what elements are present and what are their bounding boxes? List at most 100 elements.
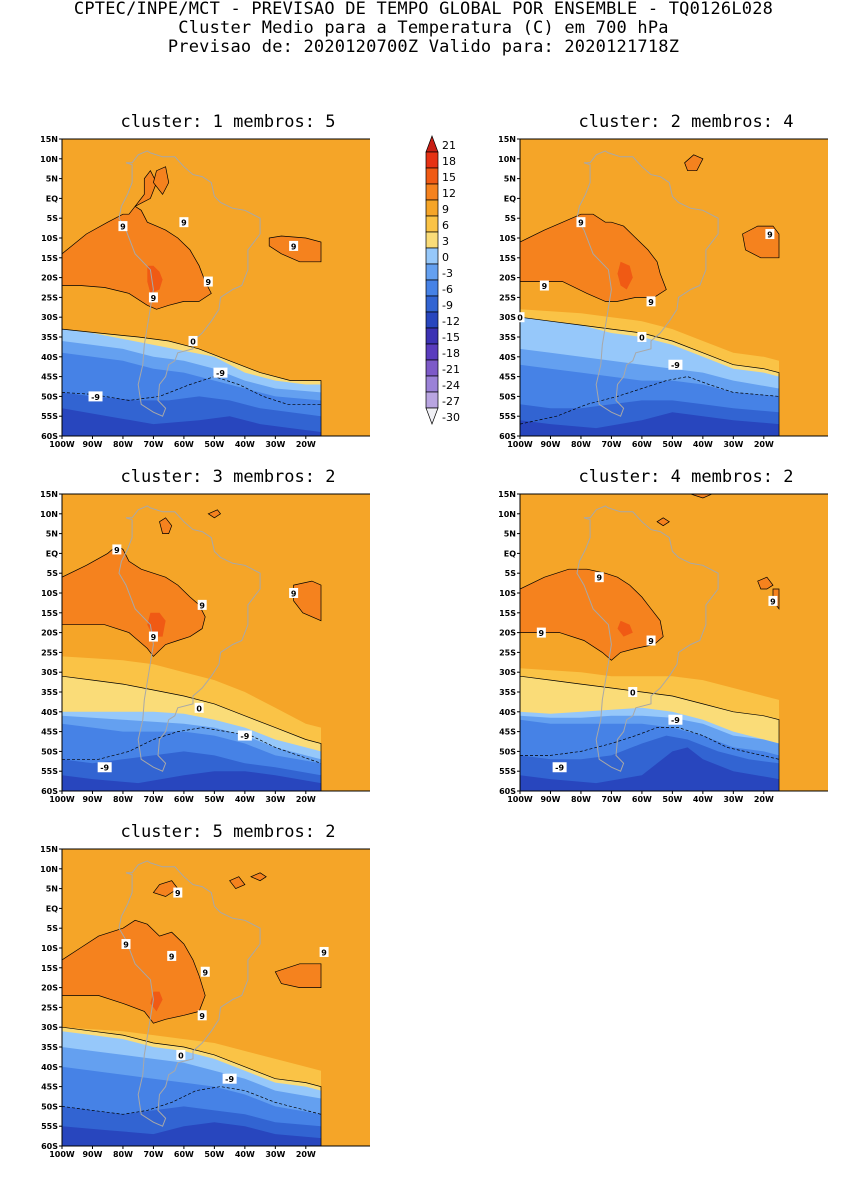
contour-label-box	[167, 950, 177, 961]
lat-tick-label: 55S	[41, 767, 58, 776]
lat-tick-label: 15S	[41, 964, 58, 973]
colorbar-segment	[425, 247, 439, 265]
lon-tick-label: 100W	[49, 440, 75, 449]
lon-tick-label: 60W	[174, 1150, 194, 1159]
contour-label-box	[289, 240, 299, 251]
lat-tick-label: 40S	[41, 708, 58, 717]
colorbar-segment	[425, 167, 439, 185]
contour-label-box	[173, 887, 183, 898]
contour-label: -9	[671, 716, 680, 725]
lon-tick-label: 50W	[204, 1150, 224, 1159]
lon-tick-label: 40W	[235, 440, 255, 449]
map-frame	[61, 493, 370, 792]
panel-title: cluster: 1 membros: 5	[120, 112, 336, 132]
map-cluster-5: 15N 10N 5N EQ 5S 10S 15S 20S 25S 30S 35S 40S 45S 50S 5…	[40, 845, 370, 1159]
lat-tick-label: 5S	[505, 214, 517, 223]
warm-core-12c	[617, 620, 633, 637]
warm-core-12c	[147, 612, 166, 637]
lat-tick-label: 20S	[41, 274, 58, 283]
lon-tick-label: 60W	[632, 440, 652, 449]
lon-tick-label: 60W	[174, 440, 194, 449]
colorbar-label: -27	[442, 395, 460, 408]
figure-header: CPTEC/INPE/MCT - PREVISAO DE TEMPO GLOBA…	[0, 0, 847, 57]
contour-label-box	[594, 572, 604, 583]
lat-tick-label: 60S	[499, 787, 516, 796]
lat-tick-label: 10S	[499, 589, 516, 598]
zero-isotherm	[62, 1026, 322, 1146]
lon-tick-label: 20W	[296, 1150, 316, 1159]
contour-label: -9	[100, 764, 109, 773]
colorbar-label: -6	[442, 283, 453, 296]
lon-tick-label: 40W	[693, 795, 713, 804]
lat-tick-label: 35S	[41, 688, 58, 697]
contour-label: 9	[120, 223, 126, 232]
colorbar-label: 18	[442, 155, 456, 168]
lat-tick-label: 20S	[499, 629, 516, 638]
zero-isotherm	[62, 675, 322, 791]
contour-label: 0	[178, 1051, 184, 1060]
contour-label-box	[637, 332, 647, 342]
warm-core-12c	[617, 261, 633, 290]
contour-label: 9	[123, 941, 129, 950]
warm-patch	[207, 509, 222, 519]
contour-label: 9	[199, 601, 205, 610]
colorbar-label: 15	[442, 171, 456, 184]
contour-label-box	[515, 312, 525, 323]
lat-tick-label: 25S	[499, 648, 516, 657]
isotherm-minus-9	[520, 727, 780, 760]
colorbar-label: 0	[442, 251, 449, 264]
colorbar-label: -30	[442, 411, 460, 424]
lon-tick-label: 80W	[113, 1150, 133, 1159]
map-cluster-1: 15N 10N 5N EQ 5S 10S 15S 20S 25S 30S 35S 40S 45S 50S 5…	[40, 135, 370, 449]
lat-tick-label: 40S	[499, 353, 516, 362]
colorbar-label: -15	[442, 331, 460, 344]
contour-label: -9	[91, 393, 100, 402]
lat-tick-label: 10N	[40, 865, 58, 874]
lon-tick-label: 30W	[265, 1150, 285, 1159]
contour-label-box	[121, 939, 131, 950]
lat-tick-label: 50S	[41, 1102, 58, 1111]
contour-label: 9	[291, 242, 297, 251]
colorbar-segment	[425, 263, 439, 281]
lon-tick-label: 40W	[693, 440, 713, 449]
warm-patch	[152, 880, 179, 897]
contour-label-box	[289, 588, 299, 598]
lat-tick-label: 45S	[41, 728, 58, 737]
contour-label: 9	[175, 889, 181, 898]
zero-isotherm	[520, 316, 780, 436]
lat-tick-label: 40S	[41, 1063, 58, 1072]
lat-tick-label: 15N	[498, 135, 516, 144]
contour-label-box	[112, 544, 122, 555]
map-frame	[519, 138, 828, 437]
lat-tick-label: 15N	[40, 490, 58, 499]
isotherm-minus-9	[62, 727, 322, 764]
lon-tick-label: 100W	[49, 1150, 75, 1159]
lon-tick-label: 80W	[571, 795, 591, 804]
contour-label-box	[148, 292, 158, 303]
lon-tick-label: 90W	[82, 795, 102, 804]
map-cluster-2: 15N 10N 5N EQ 5S 10S 15S 20S 25S 30S 35S 40S 45S 50S 5…	[498, 135, 828, 449]
map-frame	[61, 848, 370, 1147]
lat-tick-label: 30S	[499, 668, 516, 677]
lon-tick-label: 70W	[601, 795, 621, 804]
lat-tick-label: 30S	[41, 313, 58, 322]
contour-label-box	[194, 702, 204, 713]
lon-tick-label: 90W	[540, 795, 560, 804]
contour-label-box	[646, 296, 656, 307]
lat-tick-label: 20S	[41, 629, 58, 638]
lat-tick-label: 60S	[41, 432, 58, 441]
warm-patch	[293, 580, 322, 622]
lon-tick-label: 90W	[540, 440, 560, 449]
contour-label: 9	[202, 968, 208, 977]
contour-label-box	[118, 221, 128, 232]
lat-tick-label: EQ	[504, 194, 516, 203]
contour-label-box	[668, 714, 683, 725]
contour-label: 9	[770, 597, 776, 606]
contour-label-box	[88, 391, 103, 402]
lon-tick-label: 100W	[49, 795, 75, 804]
lat-tick-label: 5S	[505, 569, 517, 578]
lat-tick-label: 55S	[41, 412, 58, 421]
colorbar-segment	[425, 199, 439, 217]
lat-tick-label: 5N	[46, 175, 58, 184]
warm-patch	[134, 170, 157, 207]
